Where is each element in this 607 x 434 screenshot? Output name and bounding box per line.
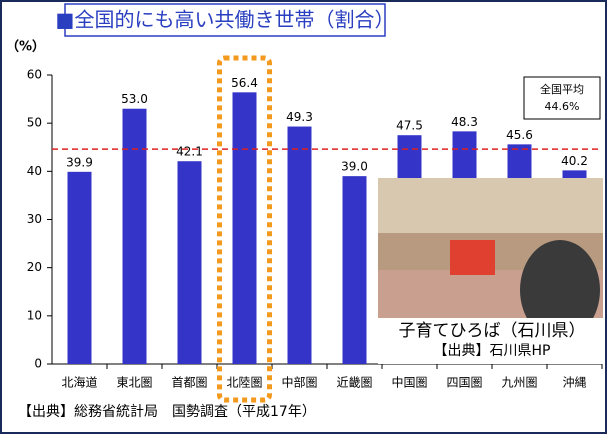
bar (123, 109, 147, 364)
bar (68, 172, 92, 364)
x-tick-label: 東北圏 (116, 376, 152, 390)
y-tick-label: 0 (34, 357, 42, 371)
chart-title: ■全国的にも高い共働き世帯（割合） (56, 8, 395, 32)
value-label: 48.3 (451, 115, 478, 129)
bar (178, 161, 202, 364)
y-axis-label: （%） (6, 39, 45, 55)
source: 【出典】総務省統計局 国勢調査（平成17年） (18, 404, 316, 420)
x-tick-label: 四国圏 (446, 376, 482, 390)
photo-source: 【出典】石川県HP (434, 343, 551, 359)
chart: ■全国的にも高い共働き世帯（割合） （%） 【出典】総務省統計局 国勢調査（平成… (0, 0, 607, 434)
y-tick-label: 10 (27, 308, 42, 322)
y-tick-label: 50 (27, 116, 42, 130)
photo-wall (378, 178, 603, 233)
bar (233, 92, 257, 364)
x-tick-label: 首都圏 (171, 376, 207, 390)
y-tick-label: 60 (27, 68, 42, 82)
photo-caption: 子育てひろば（石川県） (399, 321, 586, 341)
x-tick-label: 九州圏 (501, 376, 537, 390)
value-label: 45.6 (506, 128, 533, 142)
value-label: 49.3 (286, 110, 313, 124)
value-label: 56.4 (231, 76, 258, 90)
x-tick-label: 中国圏 (391, 375, 427, 390)
value-label: 39.9 (66, 155, 93, 169)
y-tick-label: 40 (27, 164, 42, 178)
value-label: 39.0 (341, 160, 368, 174)
x-tick-label: 北海道 (61, 375, 97, 390)
value-label: 47.5 (396, 119, 423, 133)
y-tick-label: 30 (27, 212, 42, 226)
reference-value: 44.6% (545, 100, 580, 113)
x-tick-label: 北陸圏 (226, 376, 262, 390)
value-label: 42.1 (176, 145, 203, 159)
photo: 子育てひろば（石川県） 【出典】石川県HP (378, 178, 603, 364)
reference-label: 全国平均 (540, 82, 584, 96)
photo-book (450, 240, 495, 275)
x-tick-label: 中部圏 (281, 375, 317, 390)
x-tick-label: 近畿圏 (336, 376, 372, 390)
value-label: 40.2 (561, 154, 588, 168)
x-tick-label: 沖縄 (562, 375, 586, 390)
value-label: 53.0 (121, 92, 148, 106)
bar (343, 176, 367, 364)
y-tick-label: 20 (27, 260, 42, 274)
bar (288, 127, 312, 364)
